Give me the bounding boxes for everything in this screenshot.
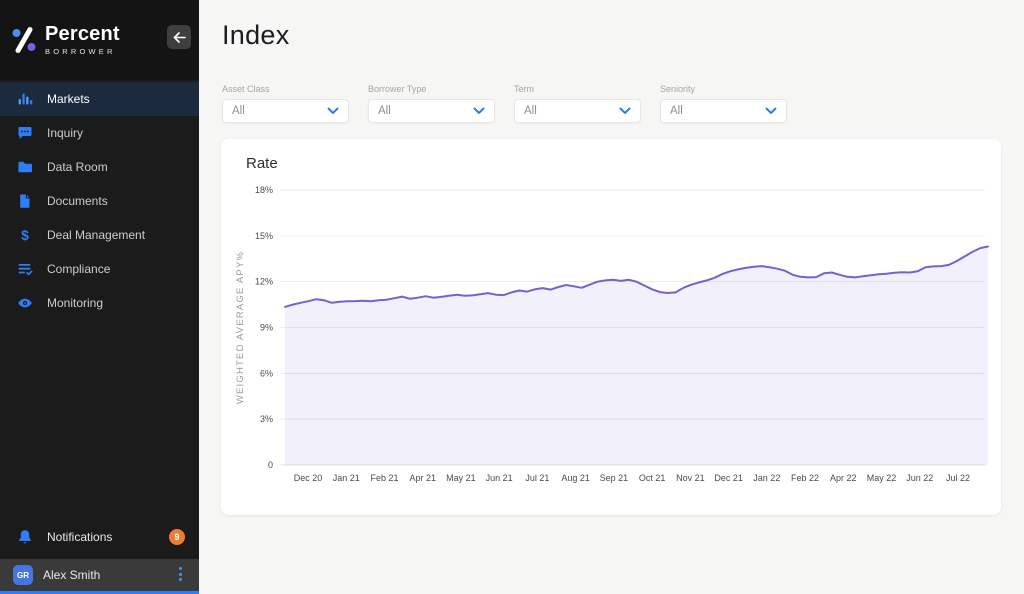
sidebar-spacer <box>0 320 199 522</box>
checklist-icon <box>18 264 33 276</box>
main-content: Index Asset Class All Borrower Type All … <box>199 0 1024 594</box>
rate-area-chart: 0 3% 6% 9% 12% 15% 18% Dec 20 Jan 21 Feb 21 Apr 21… <box>235 185 989 483</box>
filter-borrower-type: Borrower Type All <box>368 84 495 123</box>
x-tick-label: Apr 21 <box>409 473 436 483</box>
x-tick-label: Feb 22 <box>791 473 819 483</box>
chart-title: Rate <box>246 155 278 172</box>
area-fill <box>285 246 988 465</box>
x-tick-label: Jun 22 <box>906 473 933 483</box>
chevron-down-icon <box>765 107 777 114</box>
x-tick-label: Jun 21 <box>486 473 513 483</box>
borrower-type-select[interactable]: All <box>368 99 495 123</box>
chevron-down-icon <box>327 107 339 114</box>
rate-line <box>284 245 989 308</box>
x-tick-label: Dec 21 <box>714 473 743 483</box>
eye-icon <box>18 298 32 308</box>
user-name: Alex Smith <box>43 568 101 582</box>
selected-value: All <box>378 105 391 117</box>
brand-name: Percent <box>45 23 120 45</box>
sidebar: Percent BORROWER Markets <box>0 0 199 594</box>
sidebar-item-label: Documents <box>47 194 108 208</box>
collapse-sidebar-button[interactable] <box>167 25 191 49</box>
vertical-dots-icon[interactable] <box>179 567 182 581</box>
x-tick-label: May 21 <box>446 473 476 483</box>
logo-text: Percent BORROWER <box>45 24 120 56</box>
chat-bubble-icon <box>18 127 32 139</box>
sidebar-nav: Markets Inquiry Data Room Documents <box>0 80 199 320</box>
page-title: Index <box>222 20 290 50</box>
x-tick-label: Jul 22 <box>946 473 970 483</box>
asset-class-select[interactable]: All <box>222 99 349 123</box>
selected-value: All <box>524 105 537 117</box>
x-tick-label: Apr 22 <box>830 473 857 483</box>
selected-value: All <box>232 105 245 117</box>
avatar: GR <box>13 565 33 585</box>
y-tick-label: 12% <box>255 277 273 287</box>
seniority-select[interactable]: All <box>660 99 787 123</box>
bell-icon <box>19 530 31 544</box>
x-tick-label: Aug 21 <box>561 473 590 483</box>
brand-subtitle: BORROWER <box>45 47 116 56</box>
sidebar-item-label: Inquiry <box>47 126 84 140</box>
y-tick-label: 18% <box>255 185 273 195</box>
left-arrow-icon <box>173 31 186 43</box>
sidebar-item-markets[interactable]: Markets <box>0 82 199 116</box>
x-tick-label: Jan 22 <box>753 473 780 483</box>
sidebar-item-documents[interactable]: Documents <box>0 184 199 218</box>
sidebar-item-label: Markets <box>47 92 90 106</box>
selected-value: All <box>670 105 683 117</box>
sidebar-item-data-room[interactable]: Data Room <box>0 150 199 184</box>
chevron-down-icon <box>619 107 631 114</box>
filter-label: Seniority <box>660 84 696 94</box>
chevron-down-icon <box>473 107 485 114</box>
filter-asset-class: Asset Class All <box>222 84 349 123</box>
filter-label: Asset Class <box>222 84 270 94</box>
svg-text:$: $ <box>21 227 29 243</box>
x-tick-label: Dec 20 <box>294 473 323 483</box>
notifications-item[interactable]: Notifications 9 <box>0 522 199 552</box>
bar-chart-icon <box>18 93 33 105</box>
y-tick-label: 3% <box>260 414 273 424</box>
x-tick-label: Feb 21 <box>370 473 398 483</box>
folder-icon <box>18 161 32 173</box>
sidebar-item-label: Deal Management <box>47 228 146 242</box>
filter-seniority: Seniority All <box>660 84 787 123</box>
y-tick-label: 6% <box>260 368 273 378</box>
rate-chart-card: Rate 0 3% 6% 9% 12% 15% 18% Dec 20 Jan 21 Feb 21 A… <box>221 139 1001 515</box>
x-tick-label: Jul 21 <box>525 473 549 483</box>
x-tick-label: May 22 <box>867 473 897 483</box>
x-tick-label: Sep 21 <box>600 473 629 483</box>
y-tick-label: 15% <box>255 231 273 241</box>
filter-bar: Asset Class All Borrower Type All Term A… <box>222 84 787 123</box>
user-menu[interactable]: GR Alex Smith <box>0 559 199 591</box>
x-tick-label: Nov 21 <box>676 473 705 483</box>
percent-logo-icon <box>12 27 36 53</box>
y-tick-label: 0 <box>268 460 273 470</box>
y-tick-label: 9% <box>260 323 273 333</box>
filter-label: Borrower Type <box>368 84 427 94</box>
notifications-label: Notifications <box>47 530 113 544</box>
sidebar-accent-strip <box>0 591 199 594</box>
logo: Percent BORROWER <box>0 0 199 80</box>
filter-term: Term All <box>514 84 641 123</box>
x-tick-label: Jan 21 <box>333 473 360 483</box>
dollar-icon: $ <box>21 227 29 243</box>
sidebar-item-label: Monitoring <box>47 296 104 310</box>
notifications-badge: 9 <box>169 529 185 545</box>
term-select[interactable]: All <box>514 99 641 123</box>
x-tick-label: Oct 21 <box>639 473 666 483</box>
sidebar-item-compliance[interactable]: Compliance <box>0 252 199 286</box>
filter-label: Term <box>514 84 534 94</box>
sidebar-item-inquiry[interactable]: Inquiry <box>0 116 199 150</box>
sidebar-item-monitoring[interactable]: Monitoring <box>0 286 199 320</box>
sidebar-item-label: Compliance <box>47 262 111 276</box>
y-axis-label: WEIGHTED AVERAGE APY% <box>235 251 246 404</box>
document-icon <box>20 194 30 208</box>
sidebar-item-deal-management[interactable]: $ Deal Management <box>0 218 199 252</box>
sidebar-item-label: Data Room <box>47 160 108 174</box>
